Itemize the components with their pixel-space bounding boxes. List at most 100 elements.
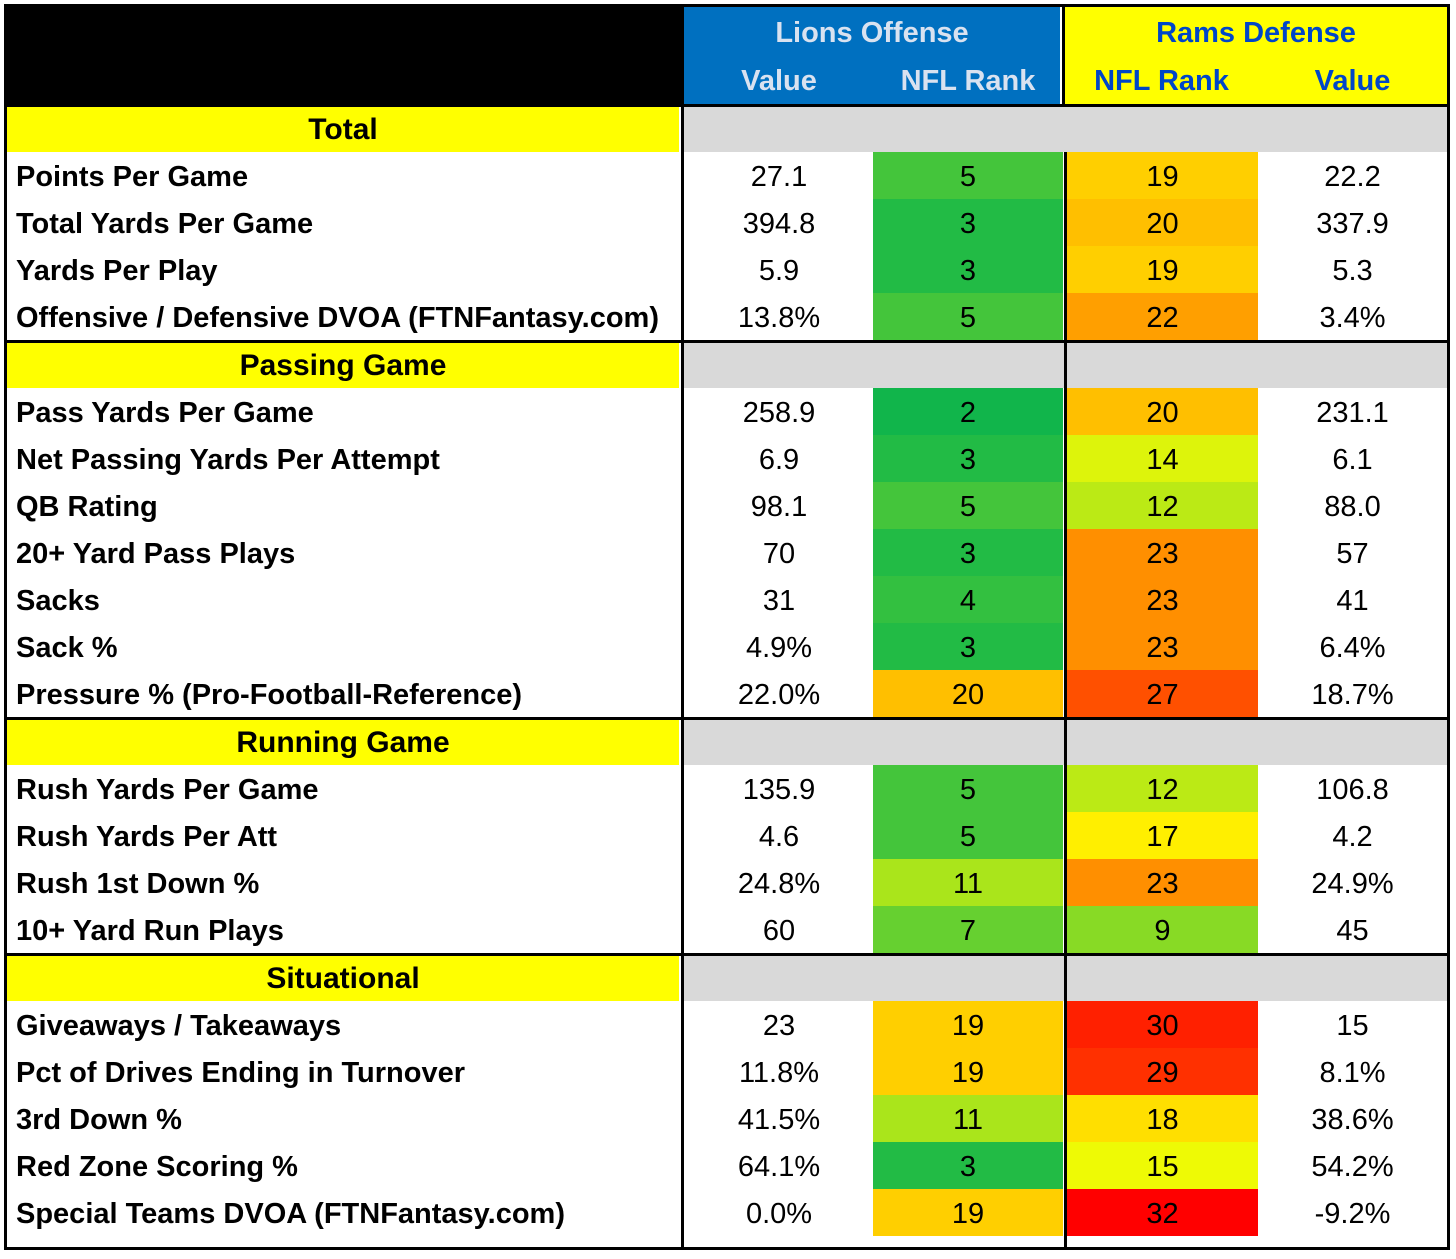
lions-rank-cell: 20 <box>873 670 1063 717</box>
lions-value-cell: 0.0% <box>745 1198 813 1230</box>
table-row: Pass Yards Per Game 258.9 2 20 231.1 <box>7 388 1447 435</box>
header-divider <box>7 104 1447 107</box>
rams-rank-cell: 27 <box>1067 670 1258 717</box>
table-row: Red Zone Scoring % 64.1% 3 15 54.2% <box>7 1142 1447 1189</box>
lions-rank-cell: 3 <box>873 435 1063 482</box>
section-title: Running Game <box>7 720 679 765</box>
rams-rank-cell: 12 <box>1067 765 1258 812</box>
lions-value-cell: 6.9 <box>758 444 800 476</box>
lions-rank-cell: 19 <box>873 1048 1063 1095</box>
table-row: Total Yards Per Game 394.8 3 20 337.9 <box>7 199 1447 246</box>
stat-label: 3rd Down % <box>16 1104 182 1136</box>
comparison-table: Lions Offense Value NFL Rank Rams Defens… <box>4 4 1450 1250</box>
lions-value-cell: 135.9 <box>742 774 816 806</box>
table-row: 20+ Yard Pass Plays 70 3 23 57 <box>7 529 1447 576</box>
stat-label: Rush Yards Per Game <box>16 774 319 806</box>
rams-value-cell: 6.1 <box>1332 444 1373 476</box>
rams-rank-cell: 14 <box>1067 435 1258 482</box>
table-row: Special Teams DVOA (FTNFantasy.com) 0.0% 1… <box>7 1189 1447 1236</box>
table-row: Rush Yards Per Att 4.6 5 17 4.2 <box>7 812 1447 859</box>
lions-value-cell: 5.9 <box>758 255 800 287</box>
rams-value-cell: 5.3 <box>1332 255 1373 287</box>
lions-rank-cell: 11 <box>873 1095 1063 1142</box>
stat-label: Rush Yards Per Att <box>16 821 278 853</box>
lions-value-cell: 258.9 <box>742 397 816 429</box>
lions-rank-cell: 19 <box>873 1001 1063 1048</box>
rams-rank-cell: 9 <box>1067 906 1258 953</box>
rams-rank-header: NFL Rank <box>1094 65 1229 97</box>
rams-rank-cell: 32 <box>1067 1189 1258 1236</box>
rams-rank-cell: 17 <box>1067 812 1258 859</box>
stat-label: Giveaways / Takeaways <box>16 1010 342 1042</box>
rams-value-cell: 38.6% <box>1311 1104 1394 1136</box>
rams-value-cell: 45 <box>1336 915 1369 947</box>
rams-rank-cell: 20 <box>1067 388 1258 435</box>
section-title: Passing Game <box>7 343 679 388</box>
rams-value-cell: 22.2 <box>1324 161 1381 193</box>
rams-rank-cell: 18 <box>1067 1095 1258 1142</box>
section-spacer <box>681 107 1447 152</box>
lions-rank-cell: 3 <box>873 529 1063 576</box>
lions-offense-header: Lions Offense Value NFL Rank <box>684 7 1060 104</box>
rams-value-cell: 57 <box>1336 538 1369 570</box>
rams-rank-cell: 19 <box>1067 152 1258 199</box>
lions-rank-cell: 19 <box>873 1189 1063 1236</box>
lions-rank-cell: 3 <box>873 623 1063 670</box>
column-divider <box>1064 152 1067 1247</box>
table-row: Pct of Drives Ending in Turnover 11.8% 19 2… <box>7 1048 1447 1095</box>
header-blank-cell <box>7 7 681 104</box>
lions-rank-header: NFL Rank <box>900 65 1036 97</box>
lions-offense-title: Lions Offense <box>775 17 969 49</box>
lions-rank-cell: 2 <box>873 388 1063 435</box>
rams-value-cell: 88.0 <box>1324 491 1381 523</box>
rams-value-cell: 24.9% <box>1311 868 1394 900</box>
stat-label: Offensive / Defensive DVOA (FTNFantasy.c… <box>16 302 659 334</box>
table-row: Offensive / Defensive DVOA (FTNFantasy.c… <box>7 293 1447 340</box>
lions-rank-cell: 3 <box>873 246 1063 293</box>
lions-value-cell: 98.1 <box>750 491 808 523</box>
rams-rank-cell: 23 <box>1067 576 1258 623</box>
rams-rank-cell: 12 <box>1067 482 1258 529</box>
lions-value-cell: 11.8% <box>738 1057 820 1089</box>
rams-rank-cell: 15 <box>1067 1142 1258 1189</box>
lions-rank-cell: 5 <box>873 482 1063 529</box>
stat-label: Pass Yards Per Game <box>16 397 314 429</box>
section-divider <box>7 953 1447 956</box>
table-row: 10+ Yard Run Plays 60 7 9 45 <box>7 906 1447 953</box>
lions-value-cell: 31 <box>762 585 796 617</box>
rams-value-cell: 231.1 <box>1316 397 1389 429</box>
rams-value-cell: 6.4% <box>1319 632 1386 664</box>
rams-value-header: Value <box>1314 65 1391 97</box>
rams-rank-cell: 20 <box>1067 199 1258 246</box>
lions-rank-cell: 5 <box>873 765 1063 812</box>
column-divider <box>681 7 684 1247</box>
rams-value-cell: 41 <box>1336 585 1369 617</box>
stat-label: Sack % <box>16 632 118 664</box>
rams-rank-cell: 30 <box>1067 1001 1258 1048</box>
stat-label: 20+ Yard Pass Plays <box>16 538 296 570</box>
stat-label: Sacks <box>16 585 100 617</box>
rams-value-cell: 4.2 <box>1332 821 1373 853</box>
table-row: Sack % 4.9% 3 23 6.4% <box>7 623 1447 670</box>
table-row: Rush Yards Per Game 135.9 5 12 106.8 <box>7 765 1447 812</box>
stat-label: Special Teams DVOA (FTNFantasy.com) <box>16 1198 565 1230</box>
rams-value-cell: -9.2% <box>1314 1198 1391 1230</box>
table-row: Net Passing Yards Per Attempt 6.9 3 14 6.1 <box>7 435 1447 482</box>
lions-value-cell: 24.8% <box>737 868 821 900</box>
table-row: Yards Per Play 5.9 3 19 5.3 <box>7 246 1447 293</box>
rams-defense-header: Rams Defense NFL Rank Value <box>1065 7 1447 104</box>
stat-label: Points Per Game <box>16 161 249 193</box>
stat-label: Yards Per Play <box>16 255 218 287</box>
rams-rank-cell: 23 <box>1067 859 1258 906</box>
column-divider <box>1062 7 1065 104</box>
lions-rank-cell: 4 <box>873 576 1063 623</box>
lions-value-cell: 22.0% <box>737 679 821 711</box>
lions-rank-cell: 3 <box>873 1142 1063 1189</box>
stat-label: QB Rating <box>16 491 158 523</box>
lions-rank-cell: 5 <box>873 812 1063 859</box>
lions-rank-cell: 5 <box>873 152 1063 199</box>
table-row: Rush 1st Down % 24.8% 11 23 24.9% <box>7 859 1447 906</box>
section-divider <box>7 717 1447 720</box>
rams-rank-cell: 23 <box>1067 623 1258 670</box>
lions-value-header: Value <box>741 65 817 97</box>
